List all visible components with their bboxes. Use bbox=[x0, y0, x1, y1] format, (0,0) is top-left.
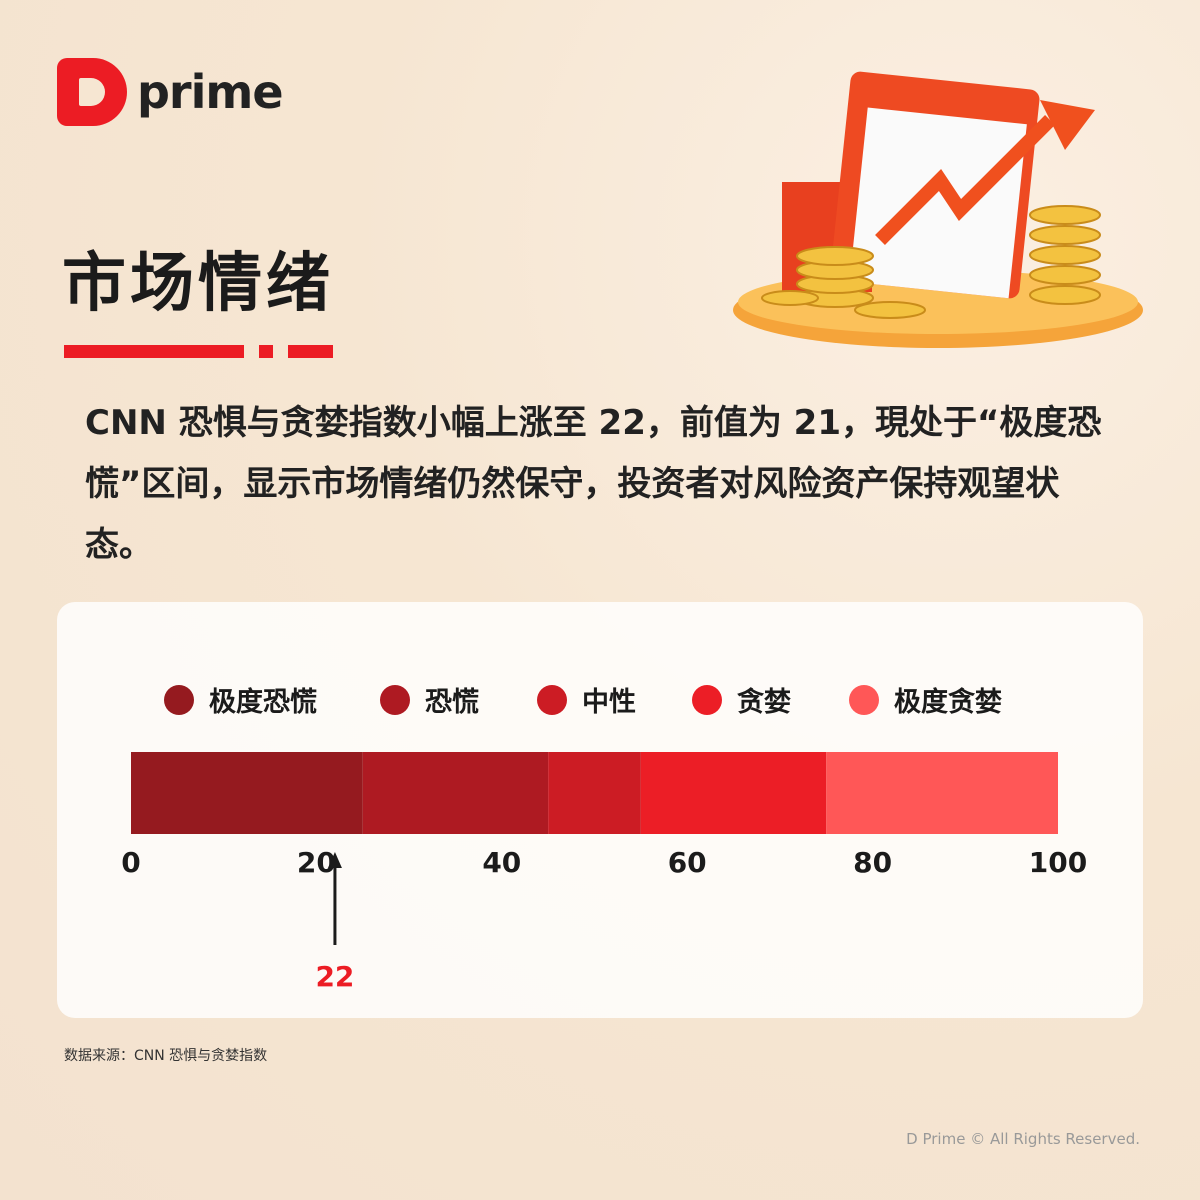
legend-dot bbox=[164, 684, 194, 715]
calendar-coins-illustration bbox=[733, 71, 1143, 348]
logo-text: prime bbox=[137, 65, 284, 119]
gauge-segment bbox=[640, 752, 827, 834]
legend-item: 极度贪婪 bbox=[849, 680, 1002, 719]
legend-item: 极度恐慌 bbox=[164, 680, 317, 719]
gauge-segment bbox=[548, 752, 641, 834]
summary-paragraph: CNN 恐惧与贪婪指数小幅上涨至 22，前值为 21，現处于“极度恐慌”区间，显… bbox=[85, 403, 1102, 565]
page-title: 市场情绪 bbox=[62, 247, 334, 321]
legend-label: 恐慌 bbox=[425, 687, 479, 718]
copyright: D Prime © All Rights Reserved. bbox=[906, 1130, 1140, 1148]
title-underline bbox=[64, 345, 244, 358]
legend-label: 中性 bbox=[582, 687, 636, 718]
tick-label: 100 bbox=[1029, 846, 1087, 879]
gauge-segment bbox=[131, 752, 363, 834]
logo-mark bbox=[57, 58, 127, 126]
title-underline-dash bbox=[288, 345, 333, 358]
tick-label: 20 bbox=[297, 846, 336, 879]
gauge-segment bbox=[362, 752, 549, 834]
legend-dot bbox=[537, 684, 567, 715]
title-underline-dot bbox=[259, 345, 273, 358]
legend-item: 贪婪 bbox=[692, 680, 791, 719]
arrow-up-icon bbox=[327, 852, 342, 868]
tick-label: 40 bbox=[482, 846, 521, 879]
legend-dot bbox=[692, 684, 722, 715]
tick-label: 0 bbox=[121, 846, 140, 879]
legend-label: 贪婪 bbox=[737, 687, 791, 718]
tick-label: 80 bbox=[853, 846, 892, 879]
pointer-value-label: 22 bbox=[315, 960, 354, 993]
gauge-segment bbox=[826, 752, 1058, 834]
tick-label: 60 bbox=[668, 846, 707, 879]
brand-logo: prime bbox=[57, 58, 284, 126]
legend-dot bbox=[849, 684, 879, 715]
legend-label: 极度恐慌 bbox=[209, 687, 317, 718]
legend-item: 中性 bbox=[537, 680, 636, 719]
legend-label: 极度贪婪 bbox=[894, 687, 1002, 718]
legend-dot bbox=[380, 684, 410, 715]
data-source: 数据来源：CNN 恐惧与贪婪指数 bbox=[64, 1048, 268, 1064]
legend-item: 恐慌 bbox=[380, 680, 479, 719]
